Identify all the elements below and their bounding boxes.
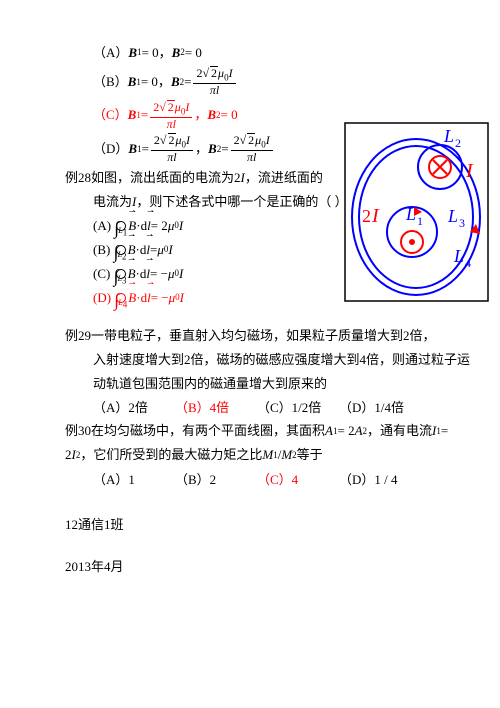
svg-text:L: L [453, 246, 464, 266]
q30-opt-b: （B）2 [175, 469, 257, 488]
footer-date: 2013年4月 [65, 556, 495, 578]
q30-options: （A）1 （B）2 （C）4 （D）1 / 4 [65, 469, 495, 488]
q28-line1: 例28 如图，流出纸面的电流为2I，流进纸面的 [65, 167, 325, 189]
frac-d1: 2√2μ0I πl [151, 133, 193, 164]
q29-opt-a: （A）2倍 [93, 397, 175, 416]
q28-line2: 电流为I，则下述各式中哪一个是正确的（ ） [65, 191, 353, 213]
option-a-b1: B [128, 42, 137, 64]
q29-opt-c: （C）1/2倍 [257, 397, 339, 416]
q30-opt-c: （C）4 [257, 469, 339, 488]
svg-text:L: L [443, 126, 454, 146]
loops-figure: L 2 I 2 I L 1 L 3 L 4 [344, 122, 489, 302]
q30-line1: 例30 在均匀磁场中，有两个平面线圈，其面积 A1 = 2A2 ，通有电流 I1… [65, 420, 495, 442]
frac-d2: 2√2μ0I πl [231, 133, 273, 164]
option-b-label: （B） [93, 68, 128, 96]
integral-icon: ∫L3 [114, 263, 128, 285]
q30-opt-a: （A）1 [93, 469, 175, 488]
option-b: （B） B1 = 0， B2 = 2√2μ0I πl [65, 66, 495, 97]
q29-options: （A）2倍 （B）4倍 （C）1/2倍 （D）1/4倍 [65, 397, 495, 416]
svg-text:1: 1 [417, 214, 423, 228]
svg-text:2: 2 [362, 206, 371, 226]
q30-label: 例30 [65, 420, 91, 442]
q29-line2: 入射速度增大到2倍，磁场的磁感应强度增大到4倍，则通过粒子运 [65, 349, 495, 371]
q28-label: 例28 [65, 167, 91, 189]
option-d-label: （D） [93, 135, 128, 163]
svg-text:L: L [405, 204, 416, 224]
frac-c1: 2√2μ0I πl [150, 100, 192, 131]
integral-icon: ∫L2 [114, 239, 128, 261]
q30-line2: 2I2 ，它们所受到的最大磁力矩之比 M1 / M2 等于 [65, 444, 495, 466]
q29-line1: 例29 一带电粒子，垂直射入均匀磁场，如果粒子质量增大到2倍， [65, 325, 495, 347]
svg-text:4: 4 [465, 256, 471, 270]
q29-label: 例29 [65, 325, 91, 347]
svg-text:I: I [465, 160, 474, 182]
svg-text:L: L [447, 206, 458, 226]
q29-opt-d: （D）1/4倍 [339, 397, 421, 416]
option-c-label: （C） [93, 101, 128, 129]
svg-text:I: I [371, 205, 380, 227]
option-a-label: （A） [93, 42, 128, 64]
integral-icon: ∫L1 [114, 215, 128, 237]
q30-opt-d: （D）1 / 4 [339, 469, 421, 488]
footer-class: 12通信1班 [65, 514, 495, 536]
frac-b: 2√2μ0I πl [193, 66, 235, 97]
integral-icon: ∫L4 [114, 287, 128, 309]
svg-text:2: 2 [455, 136, 461, 150]
q29-opt-b: （B）4倍 [175, 397, 257, 416]
q29-line3: 动轨道包围范围内的磁通量增大到原来的 [65, 373, 495, 395]
svg-text:3: 3 [459, 216, 465, 230]
option-a: （A） B1 = 0， B2 = 0 [65, 42, 495, 64]
